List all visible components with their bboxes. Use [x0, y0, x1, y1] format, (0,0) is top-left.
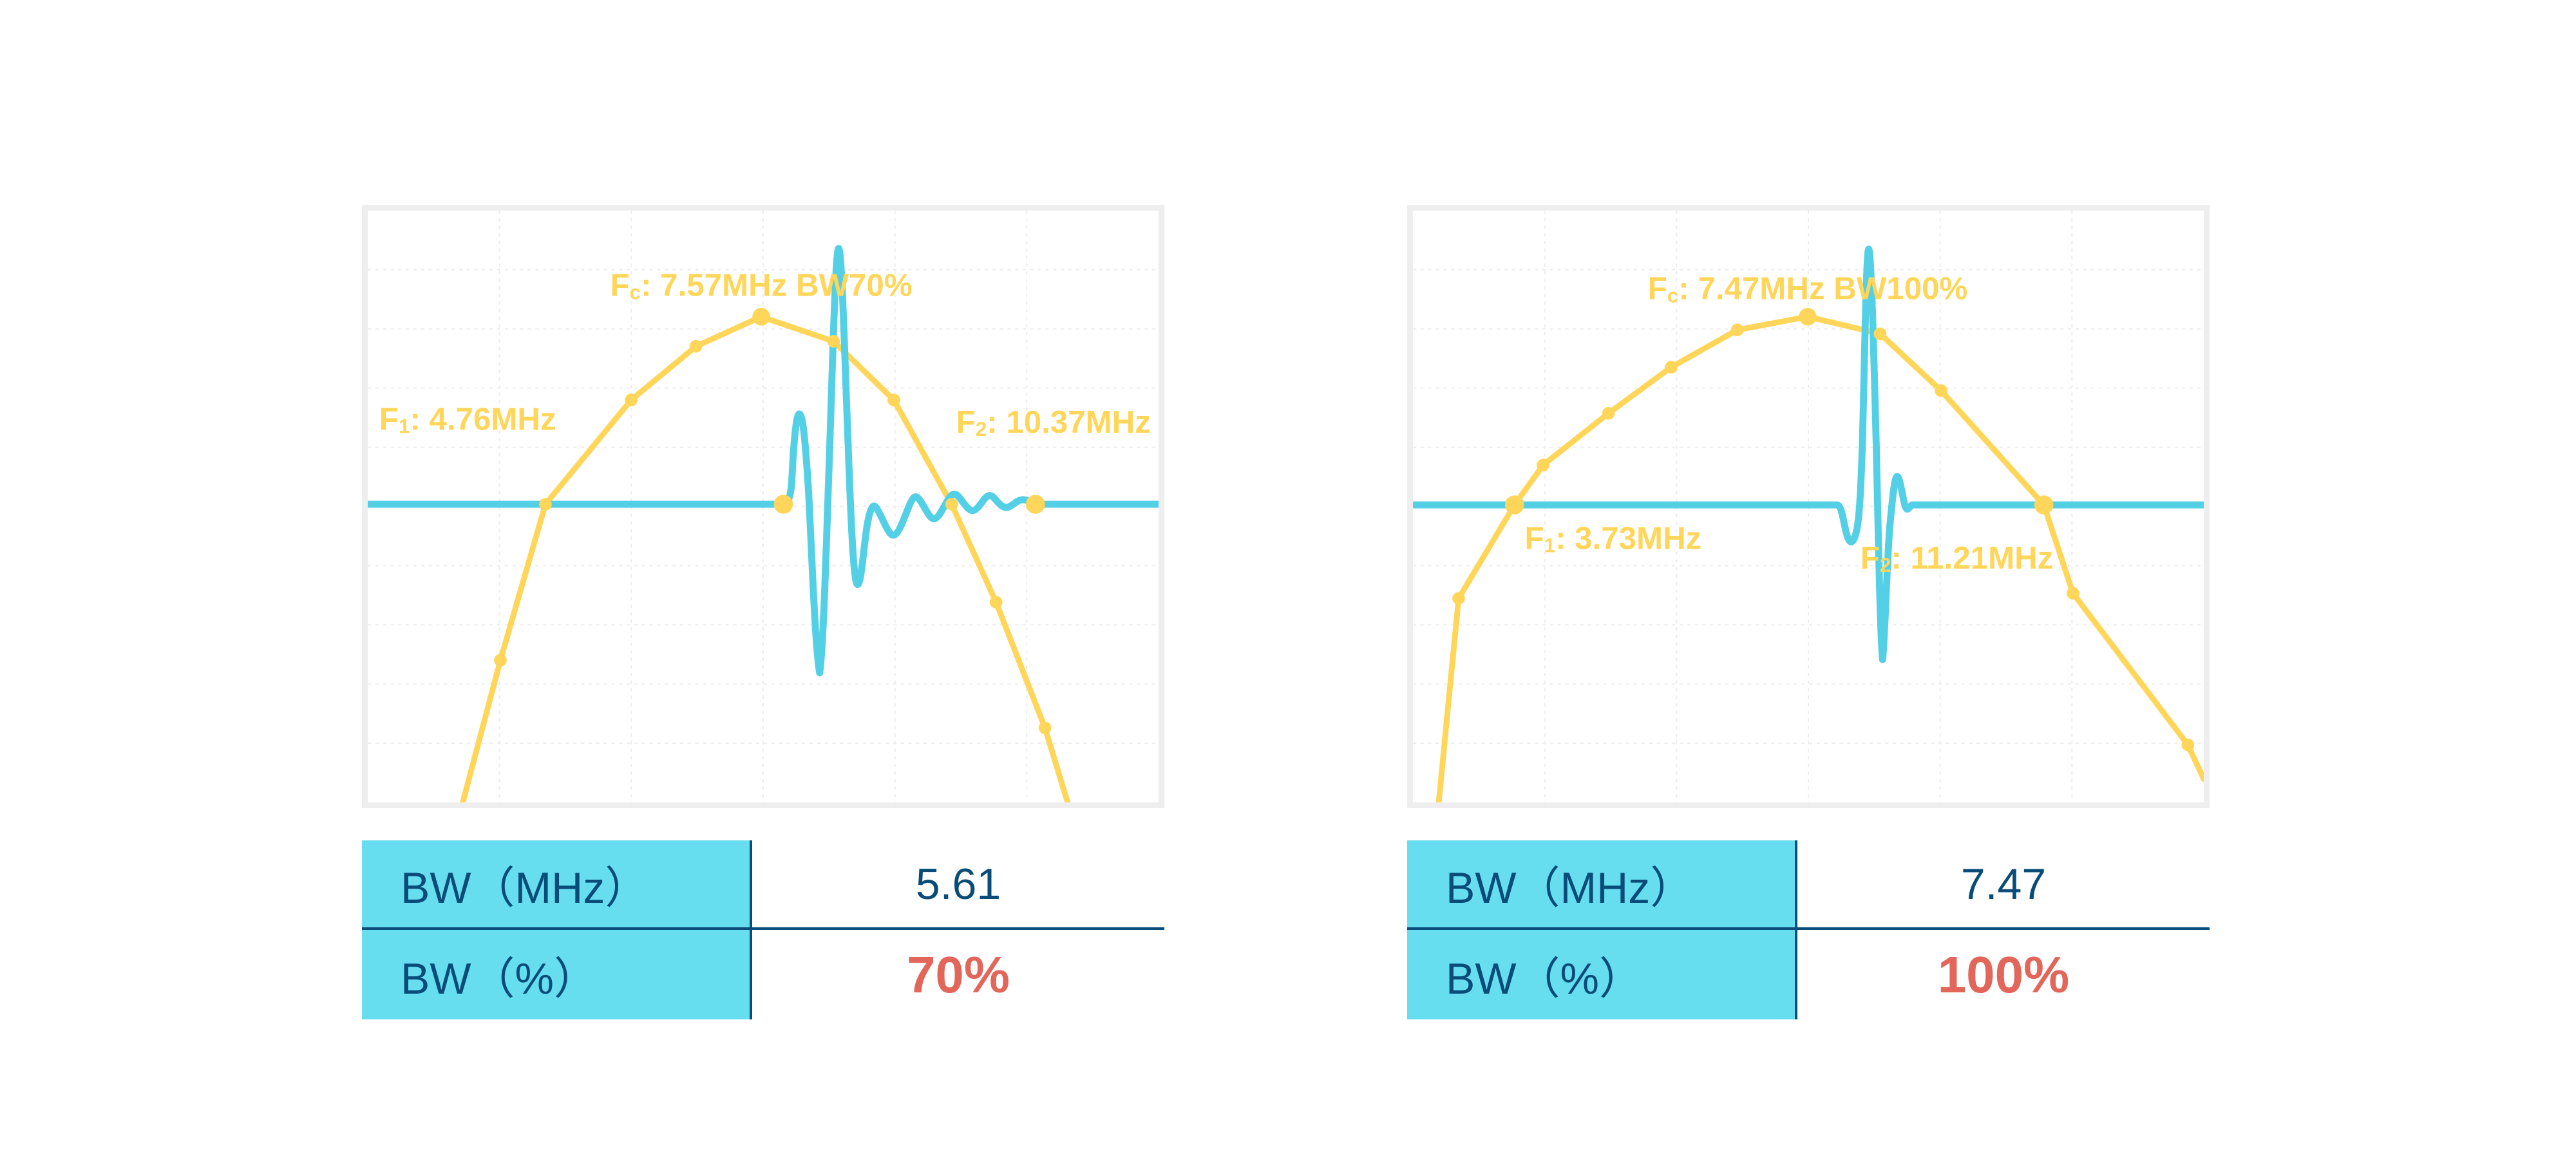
svg-text:F1: 3.73MHz: F1: 3.73MHz [1524, 522, 1701, 557]
svg-text:Fc: 7.57MHz BW70%: Fc: 7.57MHz BW70% [610, 269, 912, 304]
svg-text:F1: 4.76MHz: F1: 4.76MHz [379, 402, 556, 437]
svg-text:Fc: 7.47MHz BW100%: Fc: 7.47MHz BW100% [1648, 271, 1968, 307]
svg-text:F2: 10.37MHz: F2: 10.37MHz [956, 405, 1151, 440]
